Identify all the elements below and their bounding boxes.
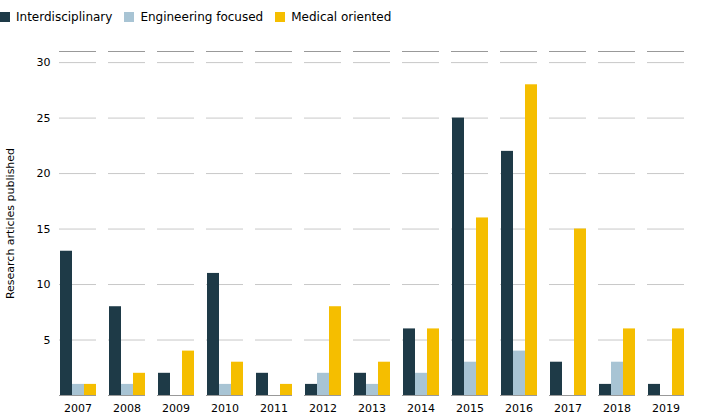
svg-text:10: 10 (37, 278, 51, 291)
svg-text:2013: 2013 (358, 402, 386, 415)
svg-text:2009: 2009 (162, 402, 190, 415)
svg-text:15: 15 (37, 223, 51, 236)
svg-text:2017: 2017 (554, 402, 582, 415)
svg-text:30: 30 (37, 56, 51, 69)
svg-text:2011: 2011 (260, 402, 288, 415)
svg-text:25: 25 (37, 112, 51, 125)
svg-text:20: 20 (37, 167, 51, 180)
html-text:Medical oriented: Medical oriented (291, 9, 392, 24)
svg-text:Research articles published: Research articles published (4, 148, 17, 299)
svg-text:2010: 2010 (211, 402, 239, 415)
svg-text:5: 5 (44, 334, 51, 347)
html-text:Engineering focused: Engineering focused (140, 9, 264, 24)
svg-text:2007: 2007 (64, 402, 92, 415)
svg-text:2019: 2019 (652, 402, 680, 415)
svg-text:2015: 2015 (456, 402, 484, 415)
svg-text:2012: 2012 (309, 402, 337, 415)
svg-text:2018: 2018 (603, 402, 631, 415)
svg-text:2016: 2016 (505, 402, 533, 415)
svg-text:2008: 2008 (113, 402, 141, 415)
svg-text:2014: 2014 (407, 402, 435, 415)
html-text:Interdisciplinary: Interdisciplinary (16, 9, 113, 24)
